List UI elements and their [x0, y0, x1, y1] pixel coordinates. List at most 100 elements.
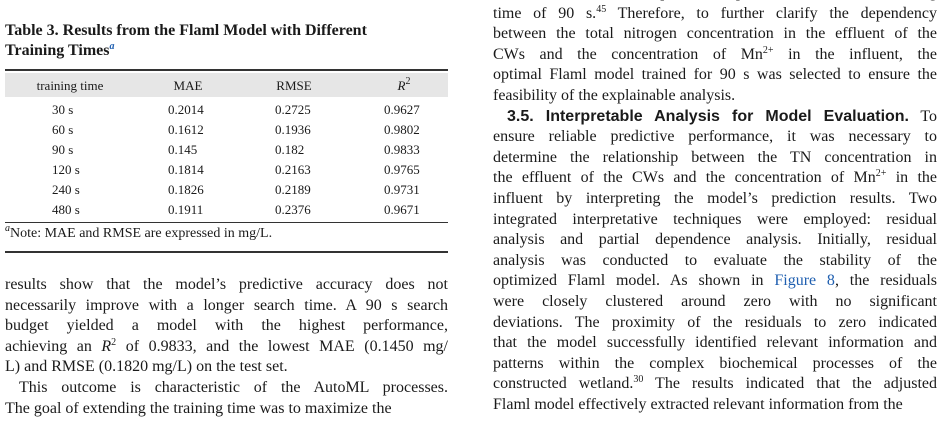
- text-text: analysis and partial dependence analysis…: [493, 231, 937, 249]
- text-line: between the total nitrogen concentration…: [493, 24, 937, 45]
- table-cell: 0.182: [275, 142, 305, 157]
- text-line: ensure reliable predictive performance, …: [493, 127, 937, 148]
- text-line: analysis was conducted to evaluate the s…: [493, 251, 937, 272]
- table-cell: 0.9627: [384, 102, 420, 117]
- text-text: MAE: [173, 78, 203, 93]
- text-text: between the total nitrogen concentration…: [493, 25, 937, 43]
- text-line: determine the relationship between the T…: [493, 148, 937, 169]
- text-text: The results indicated that the adjusted: [643, 375, 937, 393]
- text-line: This outcome is characteristic of the Au…: [5, 378, 448, 399]
- sup-text: 2+: [875, 168, 887, 180]
- text-text: ensure reliable predictive performance, …: [493, 128, 937, 146]
- text-line: Flaml model effectively extracted releva…: [493, 395, 937, 416]
- text-text: in the influent, the: [773, 45, 937, 63]
- text-text: the effluent of the CWs and the concentr…: [493, 169, 876, 187]
- table-cell: 0.2376: [275, 202, 311, 217]
- text-text: L) and RMSE (0.1820 mg/L) on the test se…: [5, 358, 288, 376]
- table-cell: 0.9671: [384, 202, 420, 217]
- link[interactable]: Figure 8: [774, 272, 835, 290]
- text-line: optimized Flaml model. As shown in Figur…: [493, 271, 937, 292]
- header-cell: R2: [397, 77, 411, 94]
- text-text: of 0.9833, and the lowest MAE (0.1450 mg…: [116, 337, 448, 355]
- text-line: integrated interpretative techniques wer…: [493, 210, 937, 231]
- table-cell: 0.1911: [168, 202, 204, 217]
- header-cell: training time: [37, 78, 104, 94]
- text-line: the effluent of the CWs and the concentr…: [493, 168, 937, 189]
- table-cell: 60 s: [52, 122, 74, 137]
- text-line: achieving an R2 of 0.9833, and the lowes…: [5, 337, 448, 358]
- text-text: achieving an: [5, 337, 102, 355]
- italic-text: R: [101, 337, 112, 355]
- text-line: budget yielded a model with the highest …: [5, 316, 448, 337]
- table-cell: 0.9802: [384, 122, 420, 137]
- table-title: Table 3. Results from the Flaml Model wi…: [5, 21, 425, 61]
- text-text: in the: [886, 169, 937, 187]
- table-cell: 120 s: [52, 162, 80, 177]
- text-line: CWs and the concentration of Mn2+ in the…: [493, 45, 937, 66]
- table-cell: 90 s: [52, 142, 74, 157]
- table-cell: 0.2014: [168, 102, 204, 117]
- text-text: determine the relationship between the T…: [493, 148, 937, 166]
- text-line: influent by interpreting the model’s pre…: [493, 189, 937, 210]
- text-text: RMSE: [276, 78, 312, 93]
- table-cell: 480 s: [52, 202, 80, 217]
- text-text: results show that the model’s predictive…: [5, 276, 448, 293]
- header-cell: MAE: [174, 78, 203, 94]
- text-line: demonstrated excellent predictive perfor…: [493, 0, 937, 4]
- table-cell: 0.1612: [168, 122, 204, 137]
- table-cell: 0.145: [168, 142, 198, 157]
- text-text: budget yielded a model with the highest …: [5, 317, 448, 335]
- table-cell: 0.1826: [168, 182, 204, 197]
- table-cell: 0.2163: [275, 162, 311, 177]
- sup-text: 30: [633, 374, 644, 386]
- text-text: CWs and the concentration of Mn: [493, 45, 763, 63]
- footnote-marker: a: [5, 223, 10, 234]
- text-line: 3.5. Interpretable Analysis for Model Ev…: [493, 107, 937, 128]
- text-line: The goal of extending the training time …: [5, 399, 448, 420]
- table-cell: 0.9833: [384, 142, 420, 157]
- text-line: time of 90 s.45 Therefore, to further cl…: [493, 4, 937, 25]
- text-line: patterns within the complex biochemical …: [493, 354, 937, 375]
- text-text: demonstrated excellent predictive perfor…: [493, 0, 937, 1]
- text-text: Flaml model effectively extracted releva…: [493, 395, 903, 413]
- text-text: This outcome is characteristic of the Au…: [19, 378, 448, 396]
- text-line: optimal Flaml model trained for 90 s was…: [493, 65, 937, 86]
- text-text: constructed wetland.: [493, 375, 634, 393]
- text-line: L) and RMSE (0.1820 mg/L) on the test se…: [5, 357, 448, 378]
- text-text: training time: [36, 78, 104, 93]
- text-text: time of 90 s.: [493, 4, 597, 22]
- table-cell: 240 s: [52, 182, 80, 197]
- bold-text: 3.5. Interpretable Analysis for Model Ev…: [507, 107, 910, 125]
- text-line: analysis and partial dependence analysis…: [493, 230, 937, 251]
- italic-text: R: [397, 78, 406, 93]
- table-header: [5, 73, 448, 97]
- footnote-marker: a: [109, 41, 115, 52]
- table-rule: [5, 69, 448, 71]
- table-rule: [5, 251, 448, 253]
- text-line: deviations. The proximity of the residua…: [493, 313, 937, 334]
- sup-text: 2: [111, 336, 117, 348]
- text-text: influent by interpreting the model’s pre…: [493, 189, 937, 207]
- table-cell: 0.2725: [275, 102, 311, 117]
- text-text: patterns within the complex biochemical …: [493, 354, 937, 372]
- text-text: that the model successfully identified r…: [493, 334, 937, 352]
- text-text: analysis was conducted to evaluate the s…: [493, 251, 937, 269]
- table-cell: 0.1814: [168, 162, 204, 177]
- sup-text: 2+: [762, 44, 774, 56]
- text-text: feasibility of the explainable analysis.: [493, 86, 736, 104]
- table-rule: [5, 222, 448, 223]
- text-text: optimal Flaml model trained for 90 s was…: [493, 66, 937, 84]
- note-text: Note: MAE and RMSE are expressed in mg/L…: [10, 226, 273, 241]
- table-cell: 30 s: [52, 102, 74, 117]
- text-text: Therefore, to further clarify the depend…: [606, 4, 937, 22]
- text-line: that the model successfully identified r…: [493, 333, 937, 354]
- table-cell: 0.9765: [384, 162, 420, 177]
- text-line: necessarily improve with a longer search…: [5, 296, 448, 317]
- text-text: optimized Flaml model. As shown in: [493, 272, 775, 290]
- left-column: results show that the model’s predictive…: [5, 275, 448, 419]
- text-text: necessarily improve with a longer search…: [5, 296, 448, 314]
- table-cell: 0.1936: [275, 122, 311, 137]
- text-text: , the residuals: [834, 272, 937, 290]
- text-text: were closely clustered around zero with …: [493, 292, 937, 310]
